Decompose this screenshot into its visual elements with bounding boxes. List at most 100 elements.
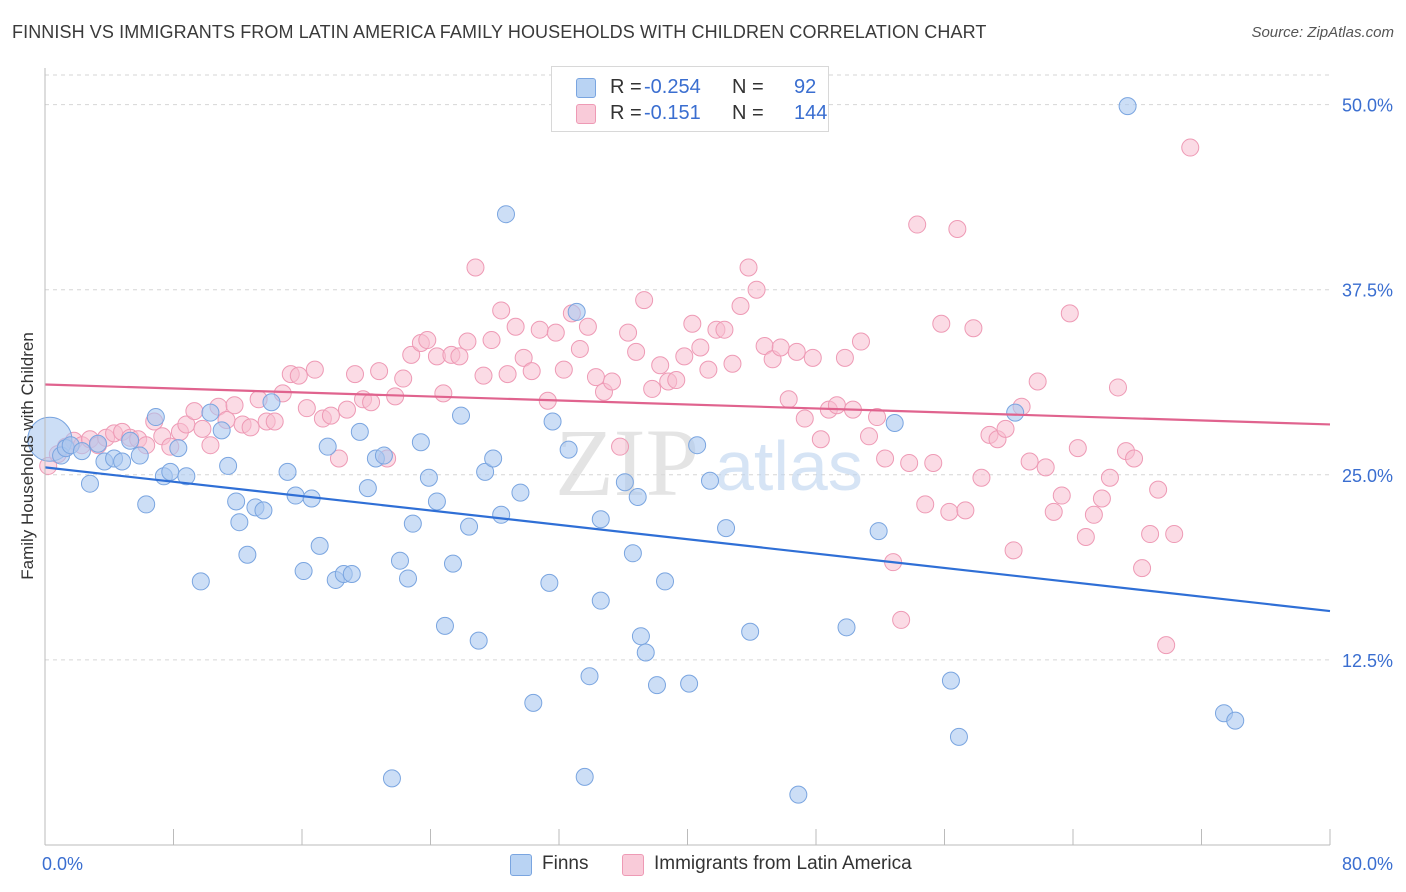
finns-point <box>80 474 99 493</box>
latin-point <box>1044 502 1063 521</box>
latin-point <box>337 400 356 419</box>
finns-point <box>443 554 462 573</box>
finns-point <box>310 536 329 555</box>
y-tick-label: 37.5% <box>1342 281 1393 301</box>
finns-point <box>399 569 418 588</box>
finns-point <box>278 462 297 481</box>
latin-point <box>394 369 413 388</box>
latin-point <box>835 348 854 367</box>
finns-point <box>177 467 196 486</box>
finns-point <box>949 727 968 746</box>
finns-swatch <box>576 78 596 98</box>
watermark-zip: ZIP <box>555 409 699 516</box>
latin-point <box>1133 559 1152 578</box>
finns-point <box>262 393 281 412</box>
finns-point <box>688 436 707 455</box>
n-label: N = <box>732 76 764 98</box>
latin-point <box>1141 525 1160 544</box>
latin-point <box>201 436 220 455</box>
finns-point <box>435 616 454 635</box>
latin-point <box>554 360 573 379</box>
n-label: N = <box>732 102 764 124</box>
finns-point <box>146 408 165 427</box>
latin-point <box>450 347 469 366</box>
latin-point <box>297 399 316 418</box>
latin-point <box>321 406 340 425</box>
finns-point <box>212 421 231 440</box>
finns-point <box>484 449 503 468</box>
latin-point <box>956 501 975 520</box>
latin-point <box>1052 486 1071 505</box>
latin-point <box>1084 505 1103 524</box>
finns-point <box>656 572 675 591</box>
latin-point <box>651 356 670 375</box>
finns-point <box>496 205 515 224</box>
latin-point <box>492 301 511 320</box>
legend-label: Finns <box>542 853 589 874</box>
latin-point <box>482 331 501 350</box>
latin-point <box>1060 304 1079 323</box>
latin-point <box>731 297 750 315</box>
latin-point <box>683 314 702 333</box>
latin-point <box>996 419 1015 438</box>
latin-swatch <box>576 104 596 124</box>
latin-point <box>635 291 654 310</box>
finns-point <box>476 462 495 481</box>
latin-point <box>418 331 437 350</box>
latin-point <box>627 342 646 361</box>
latin-point <box>699 360 718 379</box>
finns-trend-line <box>44 466 1331 613</box>
finns-point <box>741 622 760 641</box>
finns-point <box>941 671 960 690</box>
latin-point <box>795 409 814 428</box>
finns-point <box>419 468 438 487</box>
finns-point <box>1118 97 1137 116</box>
y-tick-label: 12.5% <box>1342 651 1393 671</box>
finns-point <box>201 403 220 422</box>
finns-point <box>318 437 337 456</box>
latin-point <box>1149 480 1168 499</box>
latin-point <box>1028 372 1047 391</box>
latin-point <box>739 258 758 277</box>
trend-lines <box>44 383 1331 613</box>
finns-point <box>717 519 736 538</box>
x-tick-label: 80.0% <box>1342 854 1393 874</box>
finns-point <box>631 627 650 646</box>
latin-point <box>329 449 348 468</box>
series-legend: Finns Immigrants from Latin America <box>0 852 1406 878</box>
latin-point <box>771 338 790 357</box>
latin-point <box>1036 458 1055 477</box>
finns-point <box>374 446 393 465</box>
finns-point <box>1226 711 1245 730</box>
latin-point <box>546 323 565 342</box>
latin-point <box>1181 138 1200 157</box>
latin-point <box>948 220 967 238</box>
latin-point <box>924 453 943 472</box>
finns-point <box>452 406 471 425</box>
finns-point <box>492 505 511 524</box>
r-label: R = <box>610 76 642 98</box>
latin-point <box>932 314 951 333</box>
latin-swatch <box>622 854 644 876</box>
finns-point <box>390 551 409 570</box>
latin-point <box>586 368 605 387</box>
latin-point <box>193 419 212 438</box>
latin-point <box>289 366 308 385</box>
latin-point <box>466 258 485 277</box>
series-finns <box>27 97 1245 804</box>
latin-point <box>900 453 919 472</box>
latin-point <box>265 412 284 431</box>
latin-point <box>675 347 694 366</box>
latin-point <box>1020 452 1039 471</box>
latin-point <box>514 348 533 367</box>
source-label: Source: ZipAtlas.com <box>1251 24 1394 41</box>
latin-point <box>667 371 686 390</box>
latin-point <box>474 366 493 385</box>
finns-point <box>575 767 594 786</box>
finns-swatch <box>510 854 532 876</box>
latin-point <box>619 323 638 342</box>
n-value: 144 <box>794 102 828 124</box>
finns-point <box>591 591 610 610</box>
y-tick-label: 50.0% <box>1342 96 1393 116</box>
latin-point <box>892 610 911 629</box>
